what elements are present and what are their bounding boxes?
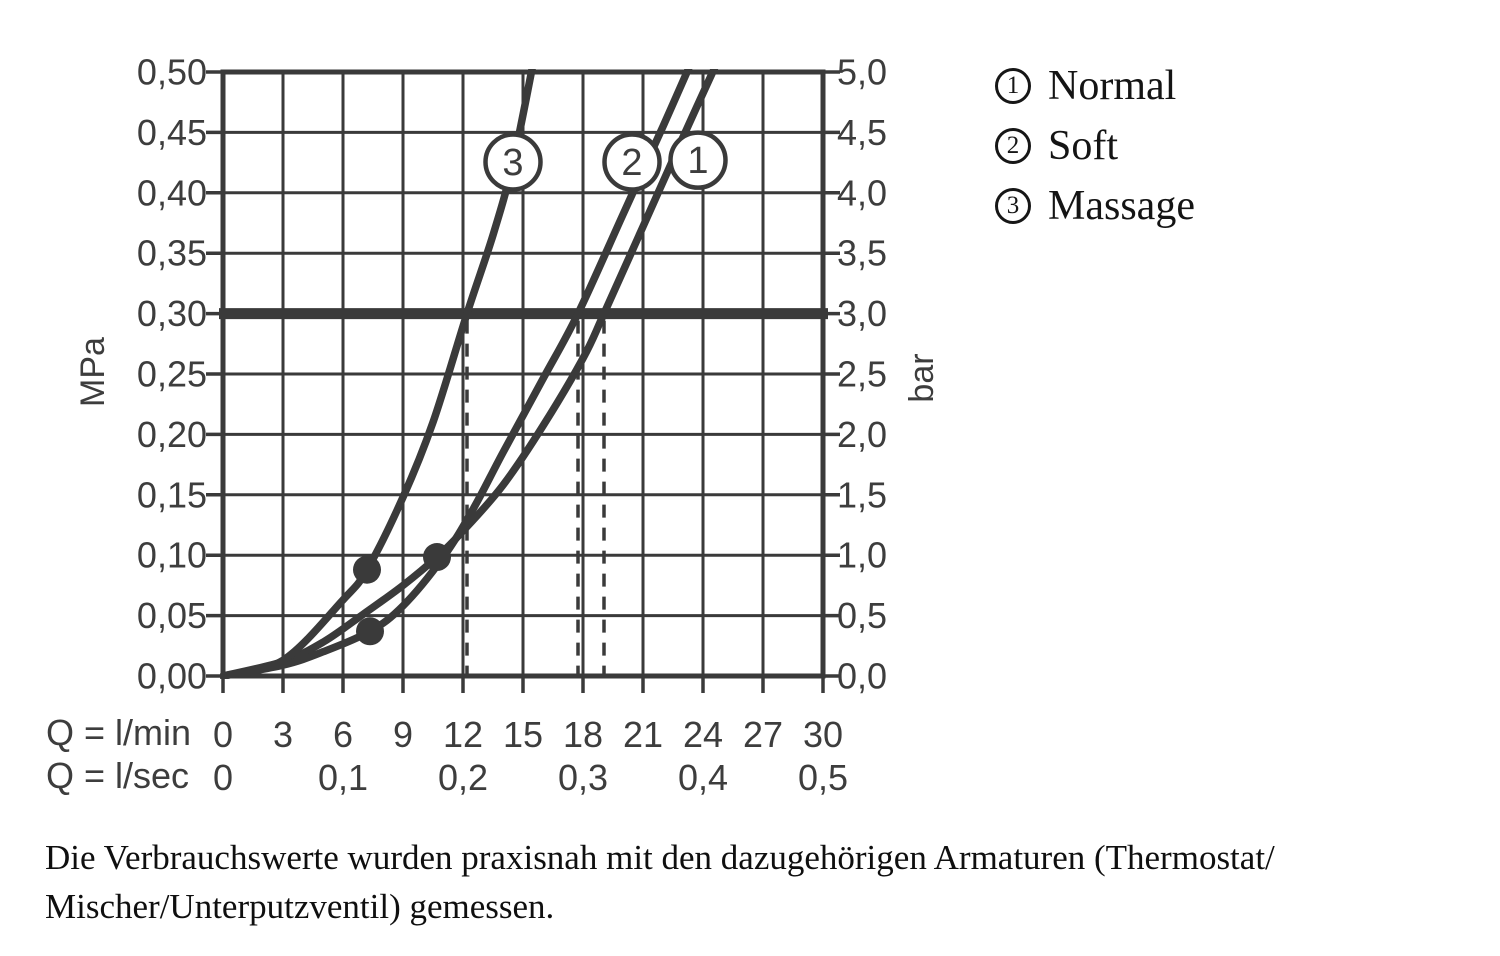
data-point-normal [423,543,451,572]
y-left-tick-label: 0,15 [137,474,207,515]
curve-badge-1 [668,130,728,190]
legend-number-3-icon: 3 [995,188,1031,224]
legend: 1 Normal 2 Soft 3 Massage [995,63,1195,246]
x-lsec-tick-label: 0,2 [438,757,488,798]
y-left-axis-unit: MPa [73,337,112,407]
x-lmin-tick-label: 0 [213,714,233,755]
y-right-tick-label: 0,0 [837,656,887,697]
y-right-axis-unit: bar [902,353,941,403]
y-left-tick-label: 0,45 [137,112,207,153]
x-lmin-tick-label: 12 [443,714,483,755]
y-left-tick-label: 0,05 [137,595,207,636]
data-point-soft [356,617,384,646]
x-lmin-tick-label: 18 [563,714,603,755]
y-right-tick-label: 4,0 [837,172,887,213]
data-point-massage [353,555,381,584]
curve-badge-label-3: 3 [502,142,523,184]
x-lmin-tick-label: 30 [803,714,843,755]
caption-line-1: Die Verbrauchswerte wurden praxisnah mit… [45,838,1275,877]
y-left-tick-label: 0,30 [137,293,207,334]
caption: Die Verbrauchswerte wurden praxisnah mit… [45,833,1465,931]
legend-label-normal: Normal [1048,63,1177,109]
legend-item-massage: 3 Massage [995,183,1195,229]
curve-soft [220,69,693,679]
y-right-tick-label: 1,5 [837,474,887,515]
y-right-tick-label: 2,0 [837,414,887,455]
x-axis-lsec-label: Q = l/sec [46,755,190,796]
x-lmin-tick-label: 9 [393,714,413,755]
legend-number-1-icon: 1 [995,68,1031,104]
curve-badge-3 [483,132,543,192]
x-lsec-tick-label: 0,1 [318,757,368,798]
x-lmin-tick-label: 24 [683,714,723,755]
curve-badge-label-2: 2 [621,142,642,184]
curve-badge-2 [602,132,662,192]
x-lmin-tick-label: 3 [273,714,293,755]
x-lsec-tick-label: 0,5 [798,757,848,798]
y-right-tick-label: 4,5 [837,112,887,153]
y-left-tick-label: 0,40 [137,172,207,213]
y-right-tick-label: 3,0 [837,293,887,334]
y-right-tick-label: 3,5 [837,233,887,274]
legend-number-2-icon: 2 [995,128,1031,164]
legend-label-soft: Soft [1048,123,1119,169]
x-lmin-tick-label: 21 [623,714,663,755]
x-lsec-tick-label: 0,4 [678,757,728,798]
y-right-tick-label: 2,5 [837,354,887,395]
x-lsec-tick-label: 0,3 [558,757,608,798]
y-left-tick-label: 0,35 [137,233,207,274]
y-right-tick-label: 5,0 [837,52,887,93]
x-lmin-tick-label: 15 [503,714,543,755]
y-left-tick-label: 0,50 [137,52,207,93]
curve-badge-label-1: 1 [687,140,708,182]
y-left-tick-label: 0,25 [137,354,207,395]
legend-label-massage: Massage [1048,183,1195,229]
curve-massage [220,69,536,679]
y-left-tick-label: 0,10 [137,535,207,576]
y-right-tick-label: 0,5 [837,595,887,636]
x-axis-lmin-label: Q = l/min [46,712,192,753]
x-lmin-tick-label: 27 [743,714,783,755]
caption-line-2: Mischer/Unterputzventil) gemessen. [45,887,555,926]
curve-normal [220,69,719,679]
x-lmin-tick-label: 6 [333,714,353,755]
legend-item-normal: 1 Normal [995,63,1195,109]
legend-item-soft: 2 Soft [995,123,1195,169]
x-lsec-tick-label: 0 [213,757,233,798]
y-right-tick-label: 1,0 [837,535,887,576]
y-left-tick-label: 0,20 [137,414,207,455]
y-left-tick-label: 0,00 [137,656,207,697]
